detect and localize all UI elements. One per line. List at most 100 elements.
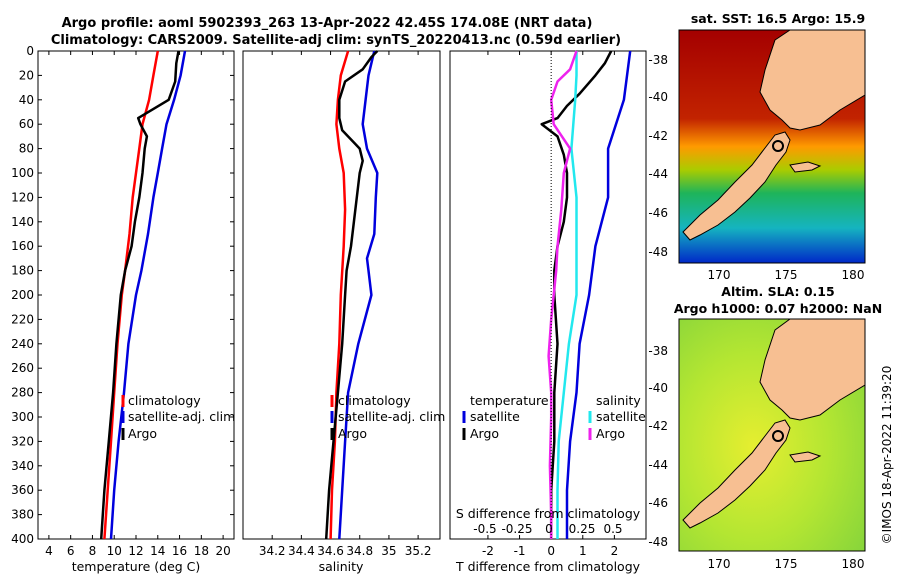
x-tick-label: 1 xyxy=(579,544,587,558)
series-line-s-argo xyxy=(547,50,578,539)
x-tick-label: 12 xyxy=(128,544,143,558)
sla-xtick-label: 170 xyxy=(708,557,731,571)
argo-location-marker xyxy=(772,430,784,442)
sst-ytick-label: -48 xyxy=(648,245,668,259)
sla-map-frame xyxy=(678,318,866,552)
x-tick-label: 16 xyxy=(172,544,187,558)
series-line-argo xyxy=(99,50,180,540)
y-tick-label: 180 xyxy=(11,264,34,278)
x-tick-label: 18 xyxy=(194,544,209,558)
y-tick-label: 80 xyxy=(19,142,34,156)
y-tick-label: 200 xyxy=(11,288,34,302)
sla-ytick-label: -48 xyxy=(648,535,668,549)
sla-map-title-line1: Altim. SLA: 0.15 xyxy=(721,284,834,299)
sla-ytick-label: -46 xyxy=(648,496,668,510)
x-tick-label: 2 xyxy=(611,544,619,558)
x-tick-label: -1 xyxy=(514,544,526,558)
temperature-legend: climatology satellite-adj. clim Argo xyxy=(121,393,235,441)
y-tick-label: 300 xyxy=(11,410,34,424)
sla-ytick-label: -42 xyxy=(648,419,668,433)
difference-top-xlabel: S difference from climatology xyxy=(456,506,641,521)
difference-xlabel: T difference from climatology xyxy=(455,559,641,574)
series-line-s-satellite xyxy=(556,51,578,539)
series-line-argo xyxy=(324,50,379,540)
x-tick-label: 20 xyxy=(215,544,230,558)
x-tick-label: 34.2 xyxy=(259,544,286,558)
x-tick-label: 10 xyxy=(107,544,122,558)
y-tick-label: 320 xyxy=(11,434,34,448)
south-island xyxy=(682,419,791,529)
sla-ytick-label: -38 xyxy=(648,344,668,358)
sla-ytick-label: -44 xyxy=(648,458,668,472)
imos-credit: ©IMOS 18-Apr-2022 11:39:20 xyxy=(880,366,894,545)
x-tick-label: 14 xyxy=(150,544,165,558)
series-line-satellite-adj-clim xyxy=(109,50,187,540)
legend-label-climatology: climatology xyxy=(338,393,411,408)
y-tick-label: 0 xyxy=(26,44,34,58)
sst-map-yticks: -38 -40 -42 -44 -46 -48 xyxy=(648,53,668,259)
legend-header-temperature: temperature xyxy=(470,393,549,408)
temperature-xlabel: temperature (deg C) xyxy=(72,559,201,574)
s-tick-label: -0.25 xyxy=(501,522,532,536)
y-tick-label: 60 xyxy=(19,117,34,131)
sst-ytick-label: -44 xyxy=(648,167,668,181)
legend-label-satellite: satellite-adj. clim xyxy=(338,409,445,424)
x-tick-label: 35.2 xyxy=(405,544,432,558)
sla-map-xticks: 170 175 180 xyxy=(708,557,865,571)
x-tick-label: 35 xyxy=(381,544,396,558)
y-tick-label: 120 xyxy=(11,190,34,204)
legend-label-satellite: satellite-adj. clim xyxy=(128,409,235,424)
x-tick-label: 4 xyxy=(45,544,53,558)
sst-map xyxy=(679,30,865,263)
y-tick-label: 260 xyxy=(11,361,34,375)
sla-map xyxy=(679,319,865,551)
legend-label-t-satellite: satellite xyxy=(470,409,520,424)
south-island xyxy=(682,131,791,241)
s-tick-label: 0 xyxy=(545,522,553,536)
series-line-t-satellite xyxy=(565,50,632,539)
temperature-axes: 0 20 40 60 80 100 120 140 160 180 200 220 240 260 280 3… xyxy=(11,44,234,558)
s-difference-ticks: -0.5 -0.25 0 0.25 0.5 xyxy=(473,522,622,536)
sla-ytick-label: -40 xyxy=(648,381,668,395)
difference-axes: -2 -1 0 1 2 xyxy=(482,50,632,558)
s-tick-label: 0.25 xyxy=(569,522,596,536)
sst-map-frame xyxy=(678,29,866,264)
legend-label-t-argo: Argo xyxy=(470,426,499,441)
difference-plot-frame xyxy=(449,50,647,540)
sst-map-xticks: 170 175 180 xyxy=(708,268,865,282)
y-tick-label: 40 xyxy=(19,93,34,107)
y-tick-label: 340 xyxy=(11,459,34,473)
north-island xyxy=(759,30,865,131)
x-tick-label: 34.8 xyxy=(346,544,373,558)
legend-label-s-satellite: satellite xyxy=(596,409,646,424)
y-tick-label: 140 xyxy=(11,215,34,229)
sst-ytick-label: -40 xyxy=(648,90,668,104)
sla-xtick-label: 175 xyxy=(775,557,798,571)
sst-ytick-label: -42 xyxy=(648,129,668,143)
x-tick-label: 8 xyxy=(89,544,97,558)
legend-label-s-argo: Argo xyxy=(596,426,625,441)
argo-location-marker xyxy=(772,140,784,152)
salinity-legend: climatology satellite-adj. clim Argo xyxy=(330,393,445,441)
legend-label-argo: Argo xyxy=(128,426,157,441)
sst-xtick-label: 175 xyxy=(775,268,798,282)
y-tick-label: 20 xyxy=(19,68,34,82)
sla-map-title-line2: Argo h1000: 0.07 h2000: NaN xyxy=(674,301,882,316)
series-line-satellite-adj-clim xyxy=(338,50,379,540)
sst-ytick-label: -46 xyxy=(648,206,668,220)
y-tick-label: 400 xyxy=(11,532,34,546)
s-tick-label: 0.5 xyxy=(603,522,622,536)
sst-ytick-label: -38 xyxy=(648,53,668,67)
y-tick-label: 160 xyxy=(11,239,34,253)
legend-label-climatology: climatology xyxy=(128,393,201,408)
x-tick-label: 34.4 xyxy=(288,544,315,558)
x-tick-label: 0 xyxy=(547,544,555,558)
x-tick-label: 6 xyxy=(67,544,75,558)
y-tick-label: 360 xyxy=(11,483,34,497)
salinity-axes: 34.2 34.4 34.6 34.8 35 35.2 xyxy=(259,50,432,558)
figure-title-line2: Climatology: CARS2009. Satellite-adj cli… xyxy=(51,33,621,48)
difference-legend: temperature satellite Argo salinity sate… xyxy=(462,393,646,441)
sst-xtick-label: 180 xyxy=(842,268,865,282)
chatham-rise-island xyxy=(789,161,822,173)
